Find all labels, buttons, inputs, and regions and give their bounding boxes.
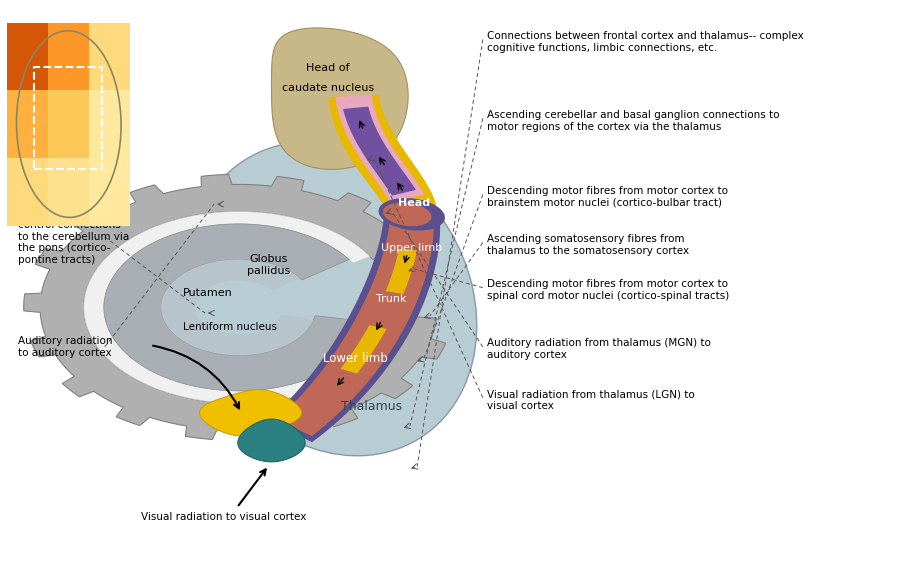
Text: Ascending somatosensory fibres from
thalamus to the somatosensory cortex: Ascending somatosensory fibres from thal… (487, 234, 690, 255)
Text: Descending motor
control connections
to the cerebellum via
the pons (cortico-
po: Descending motor control connections to … (18, 209, 129, 265)
Text: Lentiform nucleus: Lentiform nucleus (182, 322, 277, 332)
Polygon shape (341, 325, 386, 373)
Text: Ascending cerebellar and basal ganglion connections to
motor regions of the cort: Ascending cerebellar and basal ganglion … (487, 110, 780, 131)
Text: Putamen: Putamen (183, 288, 232, 298)
Text: Auditory radiation from thalamus (MGN) to
auditory cortex: Auditory radiation from thalamus (MGN) t… (487, 338, 711, 360)
Ellipse shape (189, 142, 476, 456)
Text: Trunk: Trunk (376, 294, 407, 304)
Polygon shape (329, 95, 436, 212)
Text: Descending motor fibres from motor cortex to
spinal cord motor nuclei (cortico-s: Descending motor fibres from motor corte… (487, 279, 730, 301)
Text: Auditory radiation
to auditory cortex: Auditory radiation to auditory cortex (18, 336, 113, 358)
Text: caudate nucleus: caudate nucleus (281, 83, 374, 94)
Text: Connections between frontal cortex and thalamus-- complex
cognitive functions, l: Connections between frontal cortex and t… (487, 31, 804, 52)
Polygon shape (343, 107, 415, 196)
Text: Lower limb: Lower limb (322, 351, 388, 365)
Polygon shape (277, 220, 434, 436)
Polygon shape (24, 174, 445, 440)
Text: Head: Head (397, 198, 430, 208)
Text: Upper limb: Upper limb (381, 243, 443, 253)
Bar (35, 67, 102, 169)
Polygon shape (268, 219, 440, 442)
Text: Globus
pallidus: Globus pallidus (247, 254, 291, 276)
Text: Descending motor fibres from motor cortex to
brainstem motor nuclei (cortico-bul: Descending motor fibres from motor corte… (487, 186, 729, 208)
Polygon shape (385, 249, 417, 294)
Ellipse shape (383, 202, 432, 226)
Text: Visual radiation to visual cortex: Visual radiation to visual cortex (141, 512, 307, 522)
Polygon shape (161, 259, 313, 355)
Polygon shape (271, 28, 408, 169)
Text: Visual radiation from thalamus (LGN) to
visual cortex: Visual radiation from thalamus (LGN) to … (487, 389, 695, 411)
Polygon shape (84, 212, 393, 403)
Text: Head of: Head of (306, 63, 350, 73)
Polygon shape (104, 224, 372, 391)
Polygon shape (238, 419, 305, 462)
Polygon shape (335, 95, 425, 202)
Text: Thalamus: Thalamus (341, 399, 403, 413)
Ellipse shape (379, 198, 445, 231)
Polygon shape (200, 390, 302, 436)
